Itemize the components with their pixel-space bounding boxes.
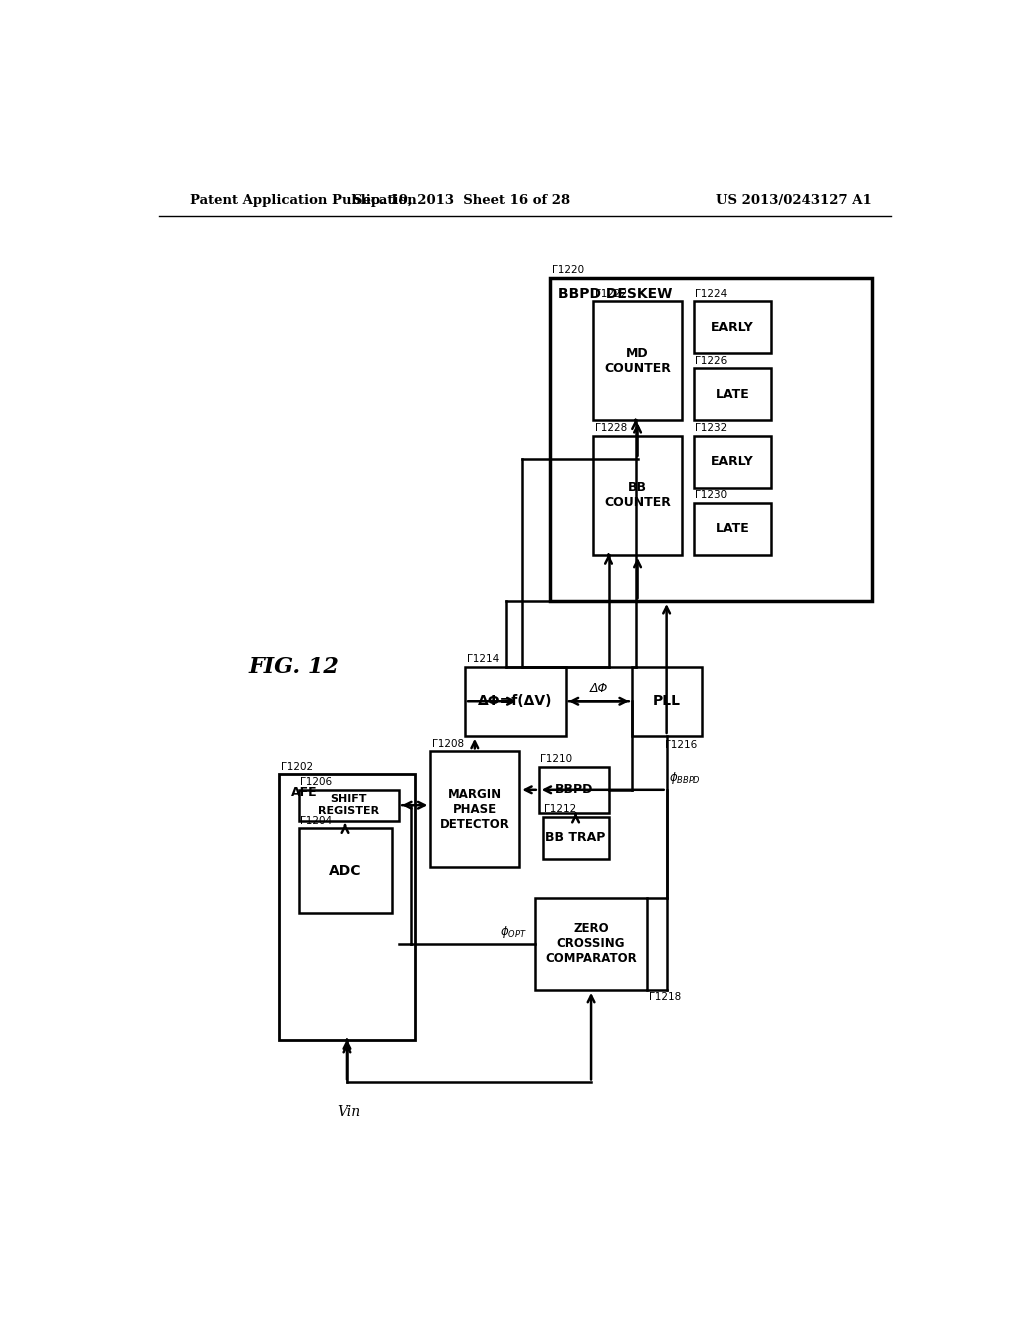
Text: $\phi_{OPT}$: $\phi_{OPT}$ [501,924,527,940]
Text: BBPD DESKEW: BBPD DESKEW [558,286,673,301]
Bar [593,436,682,554]
Bar [280,775,415,1040]
Text: Γ1230: Γ1230 [695,490,727,500]
Text: PLL: PLL [652,694,681,709]
Text: EARLY: EARLY [711,321,754,334]
Text: US 2013/0243127 A1: US 2013/0243127 A1 [716,194,872,207]
Text: SHIFT
REGISTER: SHIFT REGISTER [318,795,380,816]
Text: Γ1202: Γ1202 [281,762,312,772]
Text: ΔΦ: ΔΦ [590,682,608,696]
Bar [693,368,771,420]
Text: ΔΦ=f(ΔV): ΔΦ=f(ΔV) [478,694,553,709]
Text: Γ1226: Γ1226 [695,355,727,366]
Bar [693,503,771,554]
Text: Γ1210: Γ1210 [541,755,572,764]
Text: MARGIN
PHASE
DETECTOR: MARGIN PHASE DETECTOR [440,788,510,830]
Bar [543,817,608,859]
Bar [550,277,872,601]
Text: Γ1216: Γ1216 [666,739,697,750]
Text: LATE: LATE [716,523,750,536]
Text: MD
COUNTER: MD COUNTER [604,347,671,375]
Text: Vin: Vin [338,1106,360,1119]
Text: EARLY: EARLY [711,455,754,469]
Bar [299,789,399,821]
Text: BB
COUNTER: BB COUNTER [604,482,671,510]
Text: Γ1206: Γ1206 [300,777,332,788]
Text: Sep. 19, 2013  Sheet 16 of 28: Sep. 19, 2013 Sheet 16 of 28 [352,194,569,207]
Bar [693,301,771,354]
Bar [593,301,682,420]
Text: Γ1214: Γ1214 [467,655,499,664]
Text: LATE: LATE [716,388,750,400]
Text: BB TRAP: BB TRAP [546,832,606,845]
Text: AFE: AFE [291,785,317,799]
Text: $\phi_{BBPD}$: $\phi_{BBPD}$ [669,770,700,785]
Text: Γ1208: Γ1208 [432,739,464,748]
Bar [299,829,391,913]
Text: Patent Application Publication: Patent Application Publication [190,194,417,207]
Bar [430,751,519,867]
Text: FIG. 12: FIG. 12 [248,656,339,677]
Text: Γ1222: Γ1222 [595,289,627,298]
Text: Γ1220: Γ1220 [552,265,584,276]
Text: ZERO
CROSSING
COMPARATOR: ZERO CROSSING COMPARATOR [545,923,637,965]
Text: BBPD: BBPD [554,783,593,796]
Bar [632,667,701,737]
Text: Γ1212: Γ1212 [544,804,577,814]
Text: Γ1204: Γ1204 [300,816,332,826]
Bar [465,667,566,737]
Text: Γ1224: Γ1224 [695,289,727,298]
Text: ADC: ADC [329,863,361,878]
Text: Γ1232: Γ1232 [695,424,727,433]
Bar [693,436,771,488]
Bar [539,767,608,813]
Bar [535,898,647,990]
Text: Γ1218: Γ1218 [649,991,681,1002]
Text: Γ1228: Γ1228 [595,424,627,433]
